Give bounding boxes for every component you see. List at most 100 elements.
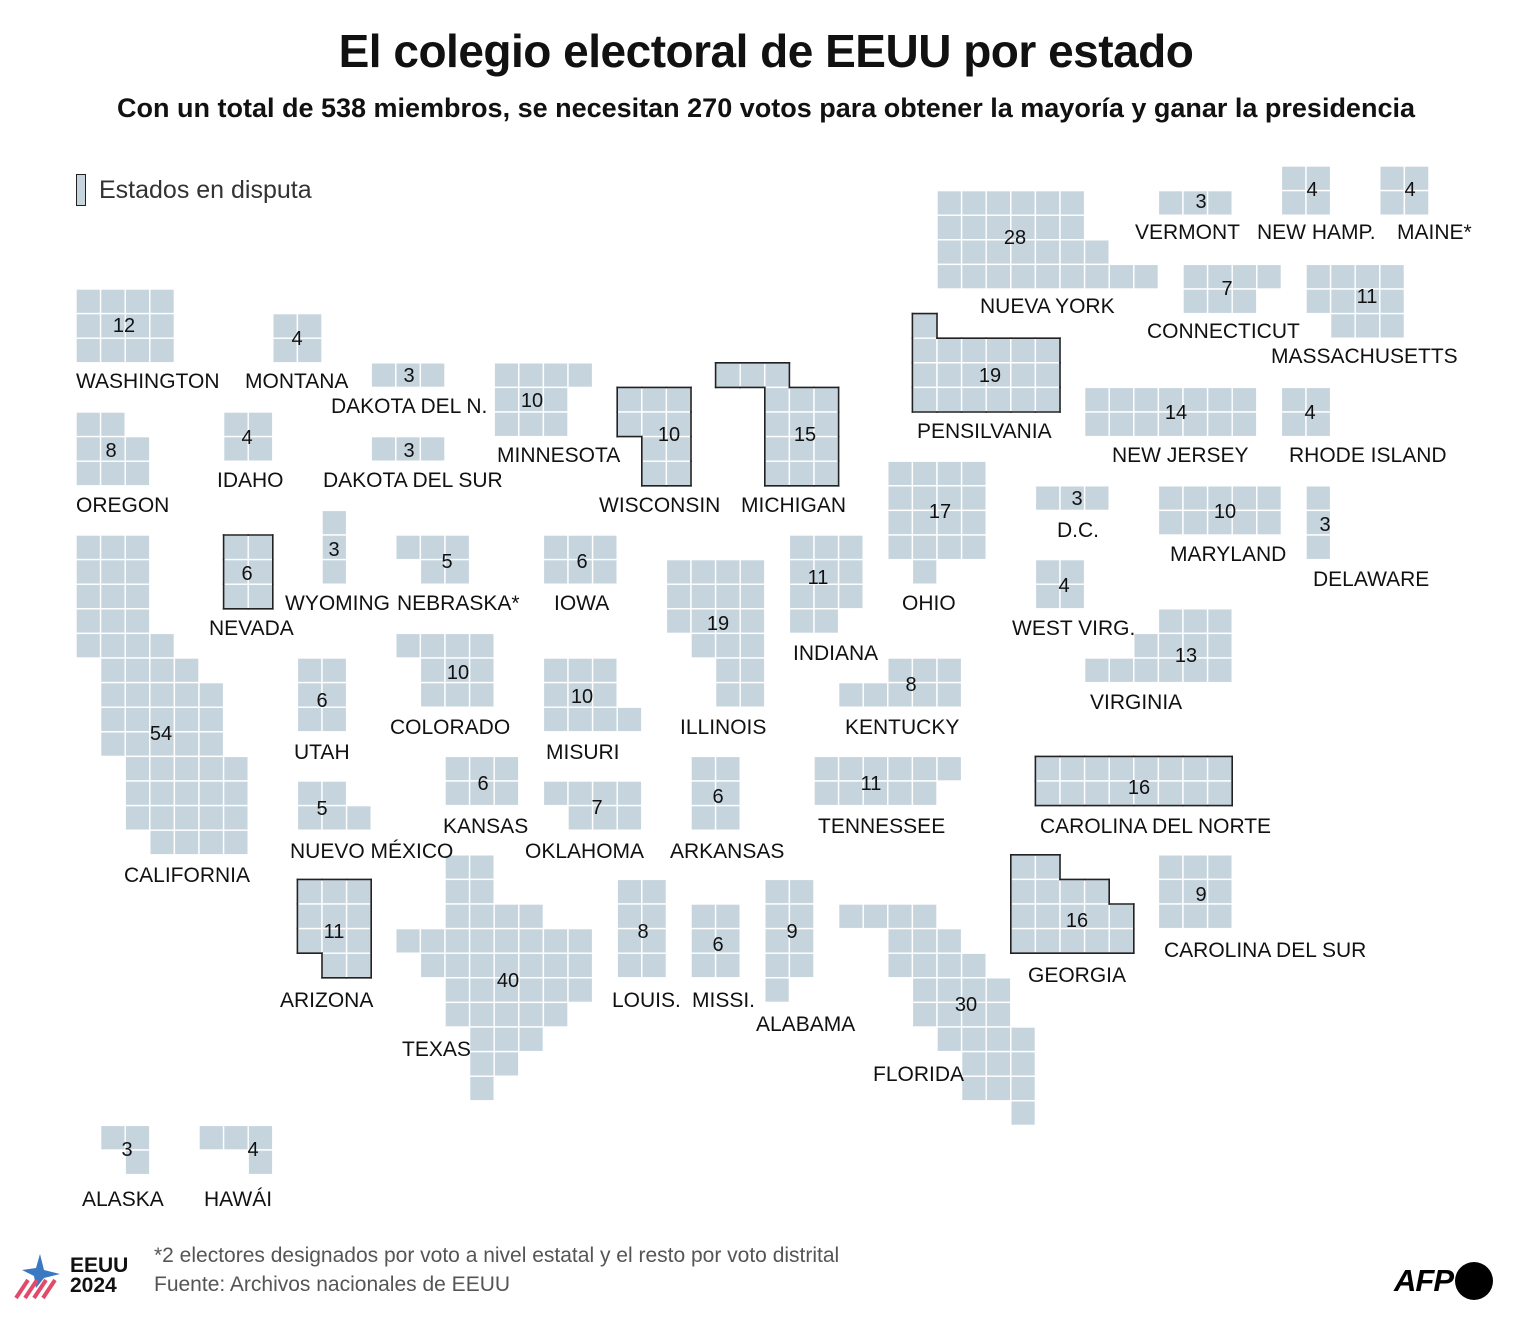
elector-tile [714, 558, 741, 585]
state-id: 4 [222, 411, 274, 462]
elector-tile [321, 878, 348, 905]
elector-tile [837, 583, 864, 610]
state-label-sc: CAROLINA DEL SUR [1164, 939, 1367, 962]
elector-tile [1280, 189, 1307, 216]
elector-tile [75, 312, 102, 339]
state-votes-wa: 12 [113, 315, 135, 337]
elector-tile [813, 755, 840, 782]
state-votes-mi: 15 [794, 424, 816, 446]
elector-tile [1305, 189, 1332, 216]
elector-tile [542, 952, 569, 979]
elector-tile [960, 1075, 987, 1102]
state-label-mn: MINNESOTA [497, 444, 621, 467]
state-label-mi: MICHIGAN [741, 494, 846, 517]
elector-tile [1403, 189, 1430, 216]
elector-tile [1231, 509, 1258, 536]
elector-tile [714, 952, 741, 979]
elector-tile [1034, 780, 1061, 807]
eeuu-2024-logo: EEUU 2024 [14, 1252, 134, 1300]
elector-tile [567, 952, 594, 979]
elector-tile [75, 583, 102, 610]
elector-tile [641, 952, 668, 979]
elector-tile [739, 657, 766, 684]
state-nm: 5 [296, 780, 372, 831]
state-votes-in: 11 [808, 567, 829, 589]
elector-tile [1010, 337, 1037, 364]
state-label-nv: NEVADA [209, 617, 294, 640]
state-nc: 16 [1034, 755, 1233, 807]
elector-tile [75, 288, 102, 315]
elector-tile [1182, 903, 1209, 930]
elector-tile [837, 903, 864, 930]
elector-tile [960, 1050, 987, 1077]
elector-tile [493, 386, 520, 413]
elector-tile [149, 337, 176, 364]
elector-tile [370, 362, 397, 389]
state-votes-ga: 16 [1066, 910, 1088, 932]
elector-tile [1329, 288, 1356, 315]
elector-tile [1182, 485, 1209, 512]
state-or: 8 [75, 411, 151, 487]
state-wi: 10 [616, 386, 692, 487]
elector-tile [1083, 263, 1110, 290]
state-label-mt: MONTANA [245, 370, 349, 393]
elector-tile [1010, 1050, 1037, 1077]
state-mn: 10 [493, 362, 594, 438]
elector-tile [444, 632, 471, 659]
state-nh: 4 [1280, 165, 1332, 216]
elector-tile [75, 558, 102, 585]
elector-tile [124, 706, 151, 733]
elector-tile [321, 804, 348, 831]
elector-tile [468, 681, 495, 708]
elector-tile [272, 337, 299, 364]
elector-tile [936, 755, 963, 782]
elector-tile [99, 657, 126, 684]
state-label-ri: RHODE ISLAND [1289, 444, 1447, 467]
elector-tile [788, 386, 815, 413]
elector-tile [198, 681, 225, 708]
elector-tile [1083, 927, 1110, 954]
state-votes-co: 10 [447, 662, 469, 684]
elector-tile [911, 386, 938, 413]
elector-tile [542, 681, 569, 708]
elector-tile [468, 977, 495, 1004]
elector-tile [444, 681, 471, 708]
elector-tile [149, 755, 176, 782]
state-label-la: LOUIS. [612, 989, 681, 1012]
state-votes-az: 11 [324, 921, 345, 943]
elector-tile [493, 1001, 520, 1028]
state-votes-mn: 10 [521, 390, 543, 412]
elector-tile [1206, 854, 1233, 881]
elector-tile [99, 558, 126, 585]
state-label-wi: WISCONSIN [599, 494, 721, 517]
elector-tile [616, 952, 643, 979]
elector-tile [1379, 165, 1406, 192]
elector-tile [198, 1124, 225, 1151]
state-ok: 7 [542, 780, 643, 831]
elector-tile [468, 854, 495, 881]
elector-tile [198, 780, 225, 807]
elector-tile [1034, 755, 1061, 782]
elector-tile [739, 558, 766, 585]
elector-tile [1034, 263, 1061, 290]
state-nj: 14 [1083, 386, 1258, 438]
elector-tile [444, 903, 471, 930]
state-votes-id: 4 [241, 427, 252, 449]
elector-tile [1108, 411, 1135, 438]
elector-tile [75, 337, 102, 364]
elector-tile [641, 386, 668, 413]
state-votes-la: 8 [637, 921, 648, 943]
state-sc: 9 [1157, 854, 1233, 930]
elector-tile [1108, 927, 1135, 954]
elector-tile [1010, 1075, 1037, 1102]
state-label-ia: IOWA [554, 592, 610, 615]
state-votes-mt: 4 [291, 328, 302, 350]
elector-tile [739, 632, 766, 659]
elector-tile [788, 903, 815, 930]
elector-tile [468, 927, 495, 954]
elector-tile [837, 780, 864, 807]
elector-tile [124, 780, 151, 807]
state-ia: 6 [542, 534, 618, 585]
elector-tile [1157, 608, 1184, 635]
